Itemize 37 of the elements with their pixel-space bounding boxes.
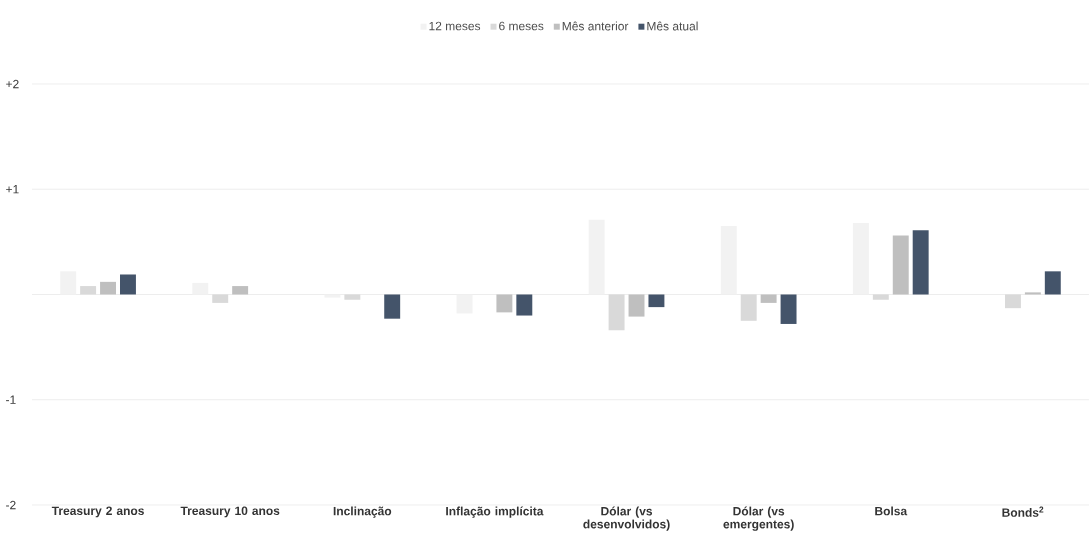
y-tick-label: -2 (6, 500, 16, 510)
y-tick-label: +1 (6, 185, 19, 194)
x-tick-label: Dólar (vs desenvolvidos) (583, 506, 670, 531)
bar (608, 294, 625, 331)
bar (760, 294, 777, 303)
bar (80, 286, 97, 295)
x-tick-label: Treasury 2 anos (51, 506, 144, 518)
bar (212, 294, 229, 303)
bar (516, 294, 533, 316)
bar (1004, 294, 1021, 309)
bar (912, 230, 929, 295)
bar (892, 235, 909, 295)
bar (100, 281, 116, 295)
legend-label: 6 meses (499, 21, 544, 31)
bar (1044, 271, 1061, 295)
bar (1024, 292, 1041, 295)
x-tick-label: Bolsa (875, 506, 908, 516)
x-tick-label: Dólar (vs emergentes) (723, 506, 794, 531)
x-tick-label: Inclinação (333, 506, 392, 518)
legend-label: 12 meses (429, 21, 481, 31)
bar (496, 294, 513, 313)
bar (780, 294, 797, 324)
bar (628, 294, 645, 317)
x-tick-label: Treasury 10 anos (180, 506, 280, 518)
bar (648, 294, 665, 308)
bar (344, 294, 361, 300)
x-tick-label: Inflação implícita (446, 506, 544, 518)
bar (232, 286, 249, 295)
y-tick-label: -1 (6, 395, 16, 404)
bar (740, 294, 757, 321)
bar (384, 294, 401, 319)
legend-label: Mês atual (647, 21, 698, 31)
bar (119, 274, 136, 295)
x-tick-label: Bonds$^{2}$ (1002, 506, 1044, 517)
legend-label: Mês anterior (562, 21, 629, 31)
bar (872, 294, 889, 300)
y-tick-label: +2 (6, 79, 19, 89)
